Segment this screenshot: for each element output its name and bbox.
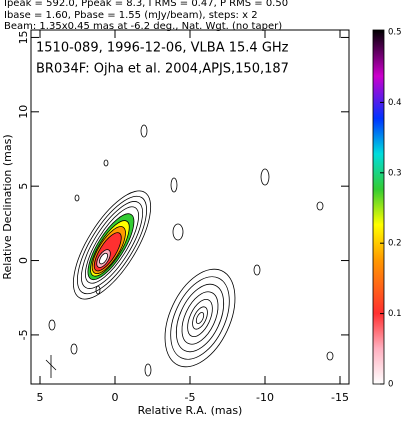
y-tick-label: 0 [17, 257, 30, 264]
y-tick-label: 15 [17, 30, 30, 44]
x-tick-label: -10 [256, 391, 274, 404]
x-tick-label: -15 [331, 391, 349, 404]
x-tick-label: 5 [37, 391, 44, 404]
y-tick-label: 5 [17, 183, 30, 190]
header-line: Beam: 1.35x0.45 mas at -6.2 deg., Nat. W… [4, 21, 282, 32]
colorbar-tick-label: 0.2 [388, 239, 402, 249]
annotation: 1510-089, 1996-12-06, VLBA 15.4 GHz [36, 41, 289, 56]
header-line: Ipeak = 592.0, Ppeak = 8.3, I RMS = 0.47… [4, 0, 288, 9]
colorbar [372, 29, 385, 385]
x-tick-label: 0 [112, 391, 119, 404]
plot-frame [30, 29, 350, 385]
y-tick-label: 10 [17, 105, 30, 119]
colorbar-tick-label: 0.1 [388, 309, 402, 319]
colorbar-tick-label: 0 [388, 380, 393, 390]
colorbar-tick-label: 0.5 [388, 28, 402, 38]
y-axis-label: Relative Declination (mas) [1, 134, 14, 279]
contour-map [45, 124, 334, 378]
colorbar-tick-label: 0.3 [388, 168, 402, 178]
colorbar-tick-label: 0.4 [388, 98, 402, 108]
annotation: BR034F: Ojha et al. 2004,APJS,150,187 [36, 62, 289, 77]
header-line: Ibase = 1.60, Pbase = 1.55 (mJy/beam), s… [4, 10, 258, 21]
y-tick-label: -5 [17, 329, 30, 340]
x-axis-label: Relative R.A. (mas) [138, 404, 243, 417]
x-tick-label: -5 [185, 391, 196, 404]
